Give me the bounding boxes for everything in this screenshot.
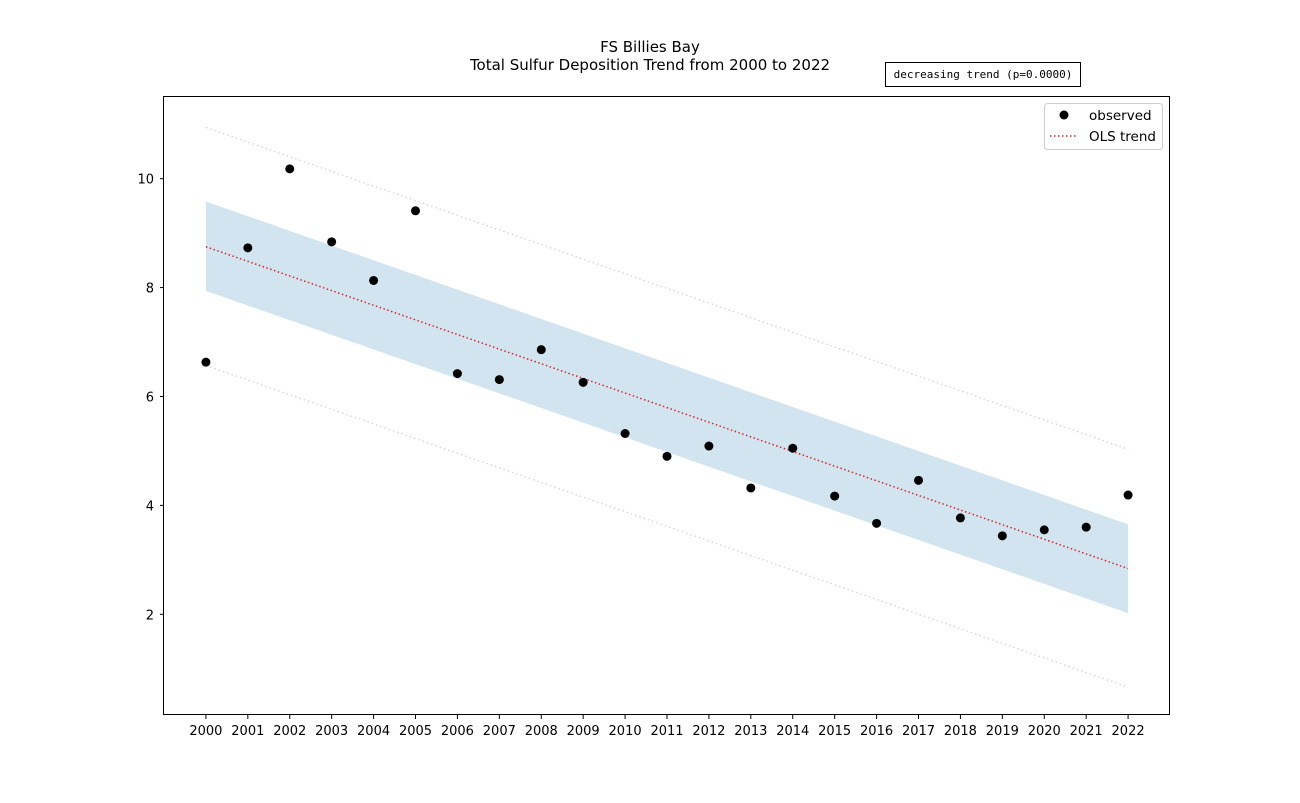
- x-tick-label-2006: 2006: [441, 724, 474, 739]
- trend-annotation-text: decreasing trend (p=0.0000): [894, 68, 1073, 81]
- observed-point-2012: [704, 441, 714, 451]
- plot-area: [201, 126, 1133, 688]
- x-tick-label-2007: 2007: [483, 724, 516, 739]
- legend: observed OLS trend: [1044, 103, 1163, 150]
- plot-frame: [163, 96, 1170, 715]
- x-tick-label-2004: 2004: [357, 724, 390, 739]
- x-tick-label-2013: 2013: [734, 724, 767, 739]
- x-tick-label-2017: 2017: [902, 724, 935, 739]
- y-tick-label-4: 4: [146, 499, 154, 514]
- observed-point-2011: [662, 451, 672, 461]
- observed-point-2014: [788, 443, 798, 453]
- observed-point-2015: [830, 491, 840, 501]
- observed-point-2005: [411, 206, 420, 216]
- trend-annotation-box: [885, 62, 1081, 87]
- x-tick-label-2022: 2022: [1112, 724, 1145, 739]
- x-tick-label-2010: 2010: [609, 724, 642, 739]
- observed-point-2006: [452, 369, 462, 379]
- trend-annotation: decreasing trend (p=0.0000): [885, 62, 1081, 87]
- chart-title: FS Billies Bay: [600, 38, 700, 56]
- x-tick-label-2005: 2005: [399, 724, 432, 739]
- x-tick-label-2021: 2021: [1070, 724, 1103, 739]
- observed-point-2010: [620, 428, 630, 438]
- ols-trend-line: [205, 246, 1129, 570]
- y-tick-label-6: 6: [146, 390, 154, 405]
- observed-point-2000: [201, 357, 211, 367]
- observed-point-2016: [872, 518, 882, 528]
- x-tick-label-2020: 2020: [1028, 724, 1061, 739]
- legend-frame: [1044, 103, 1163, 150]
- x-tick-label-2012: 2012: [692, 724, 725, 739]
- x-tick-label-2002: 2002: [273, 724, 306, 739]
- observed-point-2002: [285, 164, 295, 174]
- observed-point-2018: [955, 513, 965, 523]
- x-tick-label-2008: 2008: [525, 724, 558, 739]
- y-tick-label-10: 10: [137, 173, 154, 188]
- prediction-upper-line: [205, 126, 1129, 450]
- x-tick-label-2016: 2016: [860, 724, 893, 739]
- observed-point-2017: [914, 475, 923, 485]
- x-tick-label-2003: 2003: [315, 724, 348, 739]
- observed-point-2008: [536, 345, 546, 355]
- observed-point-2007: [494, 375, 504, 385]
- prediction-lower-line: [205, 364, 1129, 688]
- x-tick-label-2009: 2009: [567, 724, 600, 739]
- x-tick-label-2011: 2011: [650, 724, 683, 739]
- legend-observed-marker: [1059, 110, 1069, 120]
- x-axis: 2000 2001 2002 2003 2004 2005 2006 2007 2008 2009…: [189, 715, 1145, 739]
- observed-point-2021: [1081, 522, 1091, 532]
- y-axis: 2 4 6 8 10: [137, 173, 164, 623]
- observed-point-2022: [1123, 490, 1133, 500]
- x-tick-label-2019: 2019: [986, 724, 1019, 739]
- observed-point-2020: [1039, 525, 1049, 535]
- x-tick-label-2000: 2000: [189, 724, 222, 739]
- y-tick-label-2: 2: [146, 608, 154, 623]
- y-tick-label-8: 8: [146, 282, 154, 297]
- x-tick-label-2018: 2018: [944, 724, 977, 739]
- x-tick-label-2014: 2014: [776, 724, 809, 739]
- x-tick-label-2001: 2001: [231, 724, 264, 739]
- observed-point-2003: [327, 237, 337, 247]
- observed-point-2001: [243, 243, 253, 253]
- legend-trend-label: OLS trend: [1089, 129, 1156, 145]
- chart-subtitle: Total Sulfur Deposition Trend from 2000 …: [469, 56, 830, 74]
- legend-observed-label: observed: [1089, 108, 1152, 124]
- x-tick-label-2015: 2015: [818, 724, 851, 739]
- observed-point-2004: [369, 275, 379, 285]
- observed-point-2019: [997, 531, 1007, 541]
- observed-point-2009: [578, 377, 588, 387]
- observed-point-2013: [746, 483, 756, 493]
